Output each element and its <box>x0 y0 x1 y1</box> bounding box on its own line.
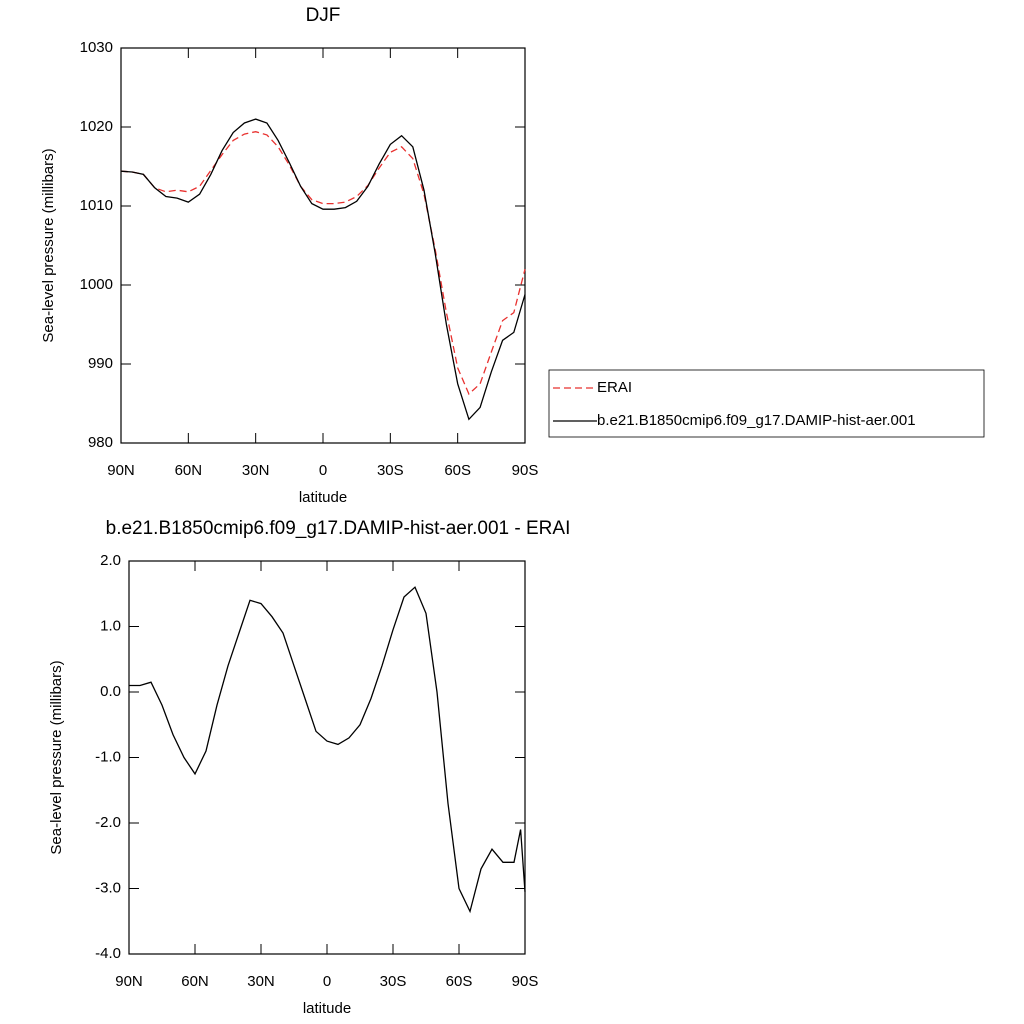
x-tick-label: 30N <box>247 973 275 990</box>
x-tick-label: 60S <box>446 973 473 990</box>
y-tick-label: 1010 <box>80 197 113 214</box>
data-line <box>129 586 526 914</box>
y-tick-label: -4.0 <box>95 945 121 962</box>
chart-title: b.e21.B1850cmip6.f09_g17.DAMIP-hist-aer.… <box>106 518 571 539</box>
chart-title: DJF <box>306 5 341 26</box>
x-tick-label: 30N <box>242 462 270 479</box>
data-line <box>120 118 526 421</box>
y-tick-label: -3.0 <box>95 879 121 896</box>
y-tick-label: -1.0 <box>95 748 121 765</box>
plot-frame <box>128 560 526 955</box>
y-axis-label: Sea-level pressure (millibars) <box>48 660 65 854</box>
x-tick-label: 90N <box>107 462 135 479</box>
legend-label: b.e21.B1850cmip6.f09_g17.DAMIP-hist-aer.… <box>597 412 916 429</box>
x-tick-label: 30S <box>380 973 407 990</box>
y-tick-label: 1.0 <box>100 617 121 634</box>
x-tick-label: 90S <box>512 973 539 990</box>
y-tick-label: -2.0 <box>95 814 121 831</box>
y-tick-label: 0.0 <box>100 683 121 700</box>
x-tick-label: 60N <box>175 462 203 479</box>
y-tick-label: 2.0 <box>100 552 121 569</box>
y-tick-label: 990 <box>88 355 113 372</box>
x-tick-label: 60S <box>444 462 471 479</box>
x-tick-label: 60N <box>181 973 209 990</box>
y-tick-label: 1020 <box>80 118 113 135</box>
x-axis-label: latitude <box>303 1000 351 1017</box>
data-line <box>120 131 526 396</box>
y-tick-label: 1000 <box>80 276 113 293</box>
x-tick-label: 90N <box>115 973 143 990</box>
legend-label: ERAI <box>597 379 632 396</box>
y-tick-label: 1030 <box>80 39 113 56</box>
y-tick-label: 980 <box>88 434 113 451</box>
x-tick-label: 0 <box>323 973 331 990</box>
x-axis-label: latitude <box>299 489 347 506</box>
x-tick-label: 0 <box>319 462 327 479</box>
x-tick-label: 90S <box>512 462 539 479</box>
legend-box <box>548 369 985 438</box>
x-tick-label: 30S <box>377 462 404 479</box>
y-axis-label: Sea-level pressure (millibars) <box>40 148 57 342</box>
